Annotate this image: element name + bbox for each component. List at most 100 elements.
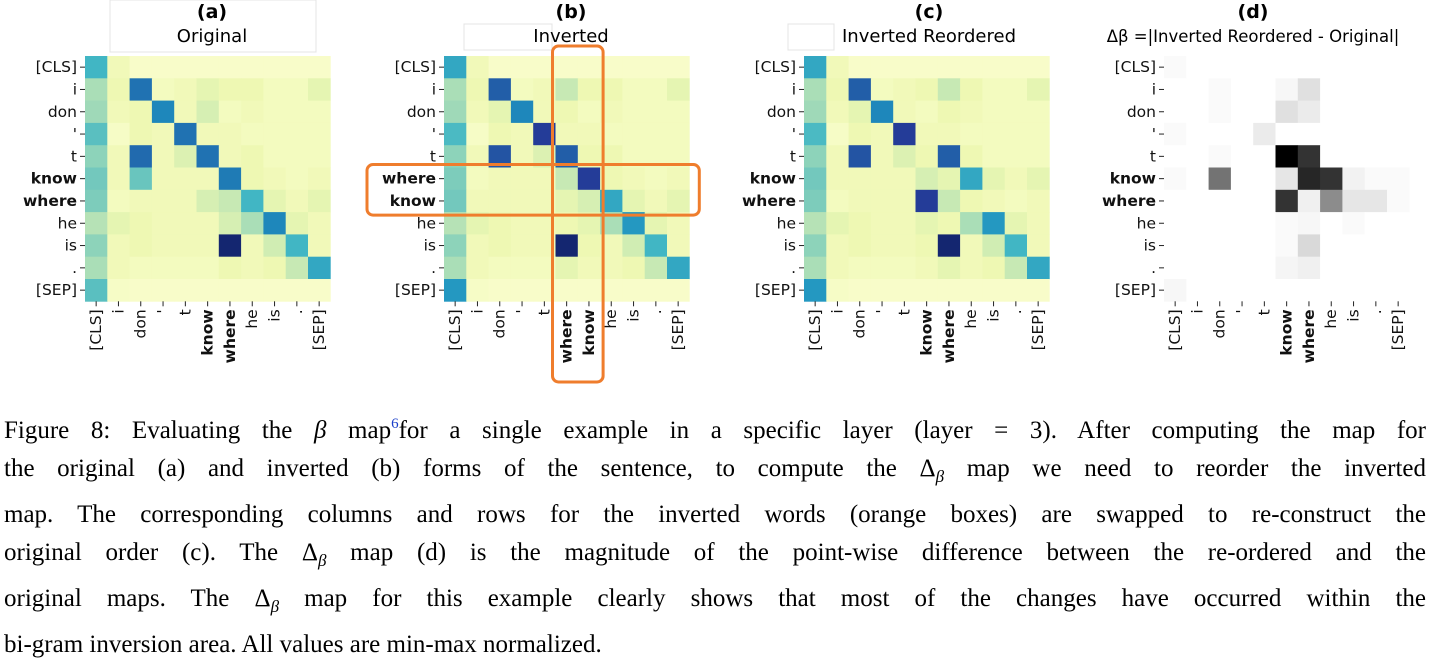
x-tick-label: i [109,309,127,313]
heatmap-cell [174,189,197,213]
heatmap-cell [577,256,601,280]
heatmap-cell [644,279,668,302]
heatmap-cell [577,167,601,191]
heatmap-cell [196,56,220,79]
heatmap-cell [488,78,512,101]
footnote-marker[interactable]: 6 [391,416,399,432]
heatmap-cell [555,100,579,124]
panel-b-letter: (b) [556,1,587,23]
heatmap-cell [1027,234,1050,258]
y-tick-label: where [382,170,436,188]
heatmap-cell [1230,56,1254,79]
heatmap-cell [600,256,623,280]
heatmap-cell [444,212,467,235]
heatmap-cell [937,234,961,258]
heatmap-cell [1164,279,1187,302]
heatmap-cell [577,189,601,213]
heatmap-cell [129,78,153,101]
y-tick-label: don [407,103,436,121]
figure-8-heatmaps: (a) Original (b) Inverted (c) Inverted R… [22,0,1410,384]
heatmap-cell [285,167,309,191]
heatmap-cell [960,145,983,168]
heatmap-cell [151,78,175,101]
heatmap-cell [555,212,579,235]
heatmap-cell [533,256,556,280]
heatmap-cell [982,122,1006,146]
panel-b-title-backdrop [463,23,553,51]
heatmap-cell [1342,189,1366,213]
heatmap-cell [1208,212,1232,235]
heatmap-cell [107,234,130,258]
heatmap-cell [804,189,827,213]
x-tick-label: ' [1233,309,1251,313]
heatmap-cell [804,100,827,124]
y-tick-label: know [31,170,77,188]
heatmap-cell [848,100,872,124]
x-tick-label: [CLS] [87,309,105,350]
heatmap-cell [1320,212,1343,235]
heatmap-cell [533,234,556,258]
x-tick-label: know [1278,309,1296,355]
heatmap-cell [1297,256,1321,280]
heatmap-cell [1164,212,1187,235]
heatmap-cell [241,212,264,235]
heatmap-cell [555,256,579,280]
caption-line-4: original order (c). The Δβ map (d) is th… [4,534,1426,580]
heatmap-cell [1387,256,1410,280]
panel-b-title: Inverted [533,26,608,47]
y-tick-label: t [790,147,796,165]
heatmap-cell [151,234,175,258]
heatmap-cell [960,100,983,124]
heatmap-cell [1342,56,1366,79]
heatmap-cell [667,78,690,101]
heatmap-cell [1275,56,1299,79]
heatmap-cell [577,122,601,146]
heatmap-cell [1320,78,1343,101]
heatmap-cell [241,234,264,258]
heatmap-cell [107,145,130,168]
x-tick-label: don [851,309,869,338]
heatmap-cell [510,167,534,191]
heatmap-cell [870,100,894,124]
heatmap-cell [174,122,197,146]
y-tick-label: . [791,259,796,277]
heatmap-cell [1164,189,1187,213]
panel-a-letter: (a) [197,1,227,23]
heatmap-cell [510,212,534,235]
caption-text: original maps. The [4,585,255,612]
caption-line-2: the original (a) and inverted (b) forms … [4,450,1426,496]
heatmap-cell [488,189,512,213]
heatmap-cell [960,122,983,146]
heatmap-cell [151,279,175,302]
heatmap-cell [174,256,197,280]
heatmap-cell [600,56,623,79]
heatmap-cell [600,212,623,235]
heatmap-cell [85,56,108,79]
heatmap-cell [466,78,489,101]
x-tick-label: i [468,309,486,313]
heatmap-cell [533,122,556,146]
heatmap-cell [848,167,872,191]
heatmap-cell [915,167,939,191]
heatmap-cell [826,56,849,79]
heatmap-cell [826,78,849,101]
heatmap-cell [1230,145,1254,168]
heatmap-cell [308,256,331,280]
heatmap-cell [85,122,108,146]
heatmap-cell [1186,56,1209,79]
heatmap-cell [622,100,646,124]
heatmap-cell [804,78,827,101]
heatmap-cell [218,78,242,101]
heatmap-cell [510,56,534,79]
heatmap-cell [937,167,961,191]
heatmap-cell [893,145,916,168]
heatmap-cell [85,78,108,101]
heatmap-cell [444,122,467,146]
y-tick-label: he [777,214,796,232]
heatmap-cell [1027,122,1050,146]
heatmap-cell [510,234,534,258]
heatmap-cell [174,78,197,101]
heatmap-cell [667,189,690,213]
heatmap-cell [285,100,309,124]
heatmap-cell [622,167,646,191]
